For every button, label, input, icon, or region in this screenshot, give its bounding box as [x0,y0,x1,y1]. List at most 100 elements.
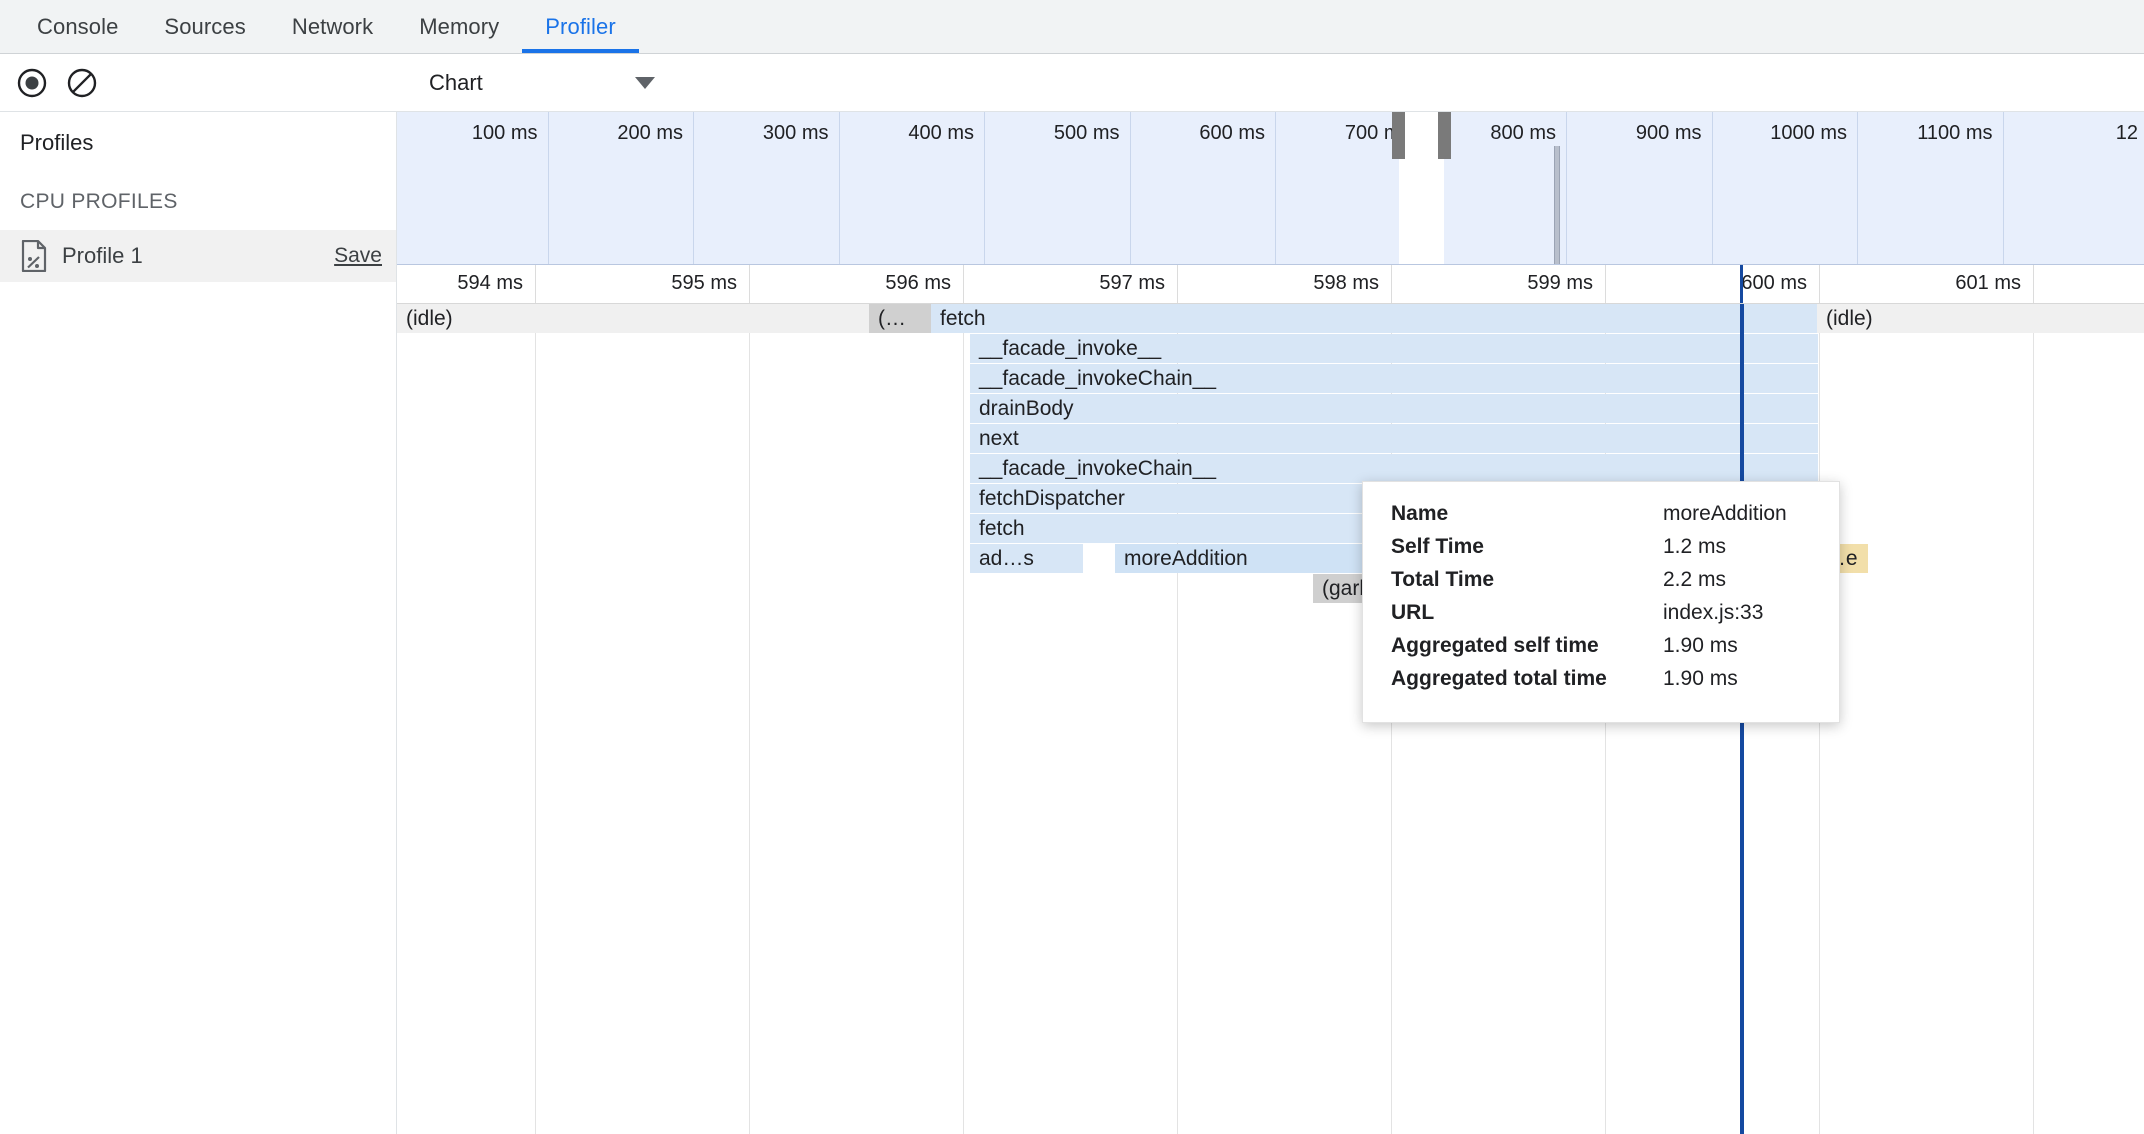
ruler-tick [1391,265,1392,303]
flame-frame[interactable]: (… [869,304,932,333]
selection-handle-right[interactable] [1438,112,1451,159]
ruler-tick-label: 598 ms [1313,272,1379,294]
selection-handle-left[interactable] [1392,112,1405,159]
overview-tick [693,112,694,264]
view-mode-value: Chart [429,69,483,95]
flame-grid-line [2033,304,2034,1134]
tooltip-row: Aggregated total time 1.90 ms [1391,667,1811,700]
sidebar-item-profile-1[interactable]: Profile 1 Save [0,230,396,282]
overview-tick [547,112,549,264]
tooltip-value: 1.90 ms [1663,634,1738,657]
overview-selection-window[interactable] [1399,112,1444,264]
profiler-main-panel: 100 ms 200 ms 300 ms 400 ms 500 ms 600 ms 700 … [397,112,2144,1134]
overview-tick-label: 300 ms [762,122,829,144]
flame-frame[interactable]: __facade_invokeChain__ [970,454,1818,483]
ruler-tick-label: 597 ms [1099,272,1165,294]
overview-tick [1711,112,1713,264]
ruler-tick-label: 600 ms [1741,272,1807,294]
flame-frame[interactable]: drainBody [970,394,1818,423]
overview-tick-label: 1000 ms [1770,122,1847,144]
sidebar-section-cpu-profiles: CPU PROFILES [20,190,178,213]
overview-tick [1566,112,1567,264]
toolbar-right-group: Chart [397,54,2144,112]
flame-grid-line [749,304,750,1134]
timeline-overview[interactable]: 100 ms 200 ms 300 ms 400 ms 500 ms 600 ms 700 … [397,112,2144,265]
clear-button[interactable] [64,65,100,101]
chevron-down-icon [635,76,655,89]
record-button[interactable] [14,65,50,101]
ruler-tick-label: 594 ms [457,272,523,294]
tooltip-row: Aggregated self time 1.90 ms [1391,634,1811,667]
tooltip-row: Self Time 1.2 ms [1391,535,1811,568]
tab-profiler-label: Profiler [545,13,616,39]
clear-icon [67,68,97,97]
overview-tick-label: 100 ms [471,122,538,144]
tab-memory-label: Memory [419,13,500,39]
ruler-tick [2033,265,2034,303]
frame-details-tooltip: Name moreAddition Self Time 1.2 ms Total… [1362,481,1840,723]
overview-cpu-spike [1554,146,1560,264]
flame-frame[interactable]: ad…s [970,544,1083,573]
overview-tick [838,112,840,264]
ruler-tick [963,265,964,303]
tooltip-value: 1.2 ms [1663,535,1727,558]
tab-sources[interactable]: Sources [141,0,268,53]
ruler-tick-label: 601 ms [1955,272,2021,294]
flame-chart[interactable]: (idle) (… fetch (idle) __facade_invoke__ __fa… [397,304,2144,1134]
profiles-sidebar: Profiles CPU PROFILES Profile 1 Save [0,112,397,1134]
tooltip-row: Name moreAddition [1391,502,1811,535]
tab-memory[interactable]: Memory [396,0,522,53]
overview-tick-label: 500 ms [1053,122,1120,144]
tooltip-row: URL index.js:33 [1391,601,1811,634]
ruler-tick [1605,265,1606,303]
ruler-tick [1819,265,1820,303]
toolbar-left-group [0,54,397,112]
view-mode-select[interactable]: Chart [415,63,667,103]
overview-tick-label: 200 ms [617,122,683,144]
sidebar-title: Profiles [20,130,94,155]
flame-frame[interactable]: (idle) [1817,304,2144,333]
overview-tick-label: 12 [2115,122,2138,144]
tooltip-key: Aggregated self time [1391,634,1599,657]
tab-sources-label: Sources [164,13,246,39]
tooltip-value: 2.2 ms [1663,568,1727,591]
flame-frame[interactable]: next [970,424,1818,453]
tooltip-key: Name [1391,502,1449,525]
record-icon [17,68,47,97]
timeline-ruler[interactable]: 594 ms 595 ms 596 ms 597 ms 598 ms 599 ms 600 … [397,265,2144,304]
tooltip-row: Total Time 2.2 ms [1391,568,1811,601]
ruler-tick-label: 596 ms [885,272,951,294]
tab-console-label: Console [37,13,119,39]
tab-console[interactable]: Console [14,0,141,53]
overview-tick [1129,112,1131,264]
flame-frame[interactable]: __facade_invoke__ [970,334,1818,363]
flame-grid-line [1177,304,1178,1134]
save-profile-link[interactable]: Save [334,244,382,267]
ruler-tick-label: 595 ms [671,272,737,294]
ruler-tick-label: 599 ms [1527,272,1593,294]
overview-tick [2002,112,2004,264]
tooltip-key: Aggregated total time [1391,667,1607,690]
tooltip-key: Total Time [1391,568,1495,591]
ruler-tick [535,265,536,303]
tab-profiler[interactable]: Profiler [522,0,639,53]
flame-grid-line [963,304,964,1134]
profiler-toolbar: Chart [0,54,2144,112]
flame-grid-line [535,304,536,1134]
overview-tick [1857,112,1858,264]
overview-tick-label: 700 ms [1344,122,1411,144]
flame-frame[interactable]: fetch [931,304,1817,333]
overview-tick [1275,112,1276,264]
tab-network[interactable]: Network [269,0,396,53]
flame-frame[interactable]: __facade_invokeChain__ [970,364,1818,393]
overview-tick-label: 900 ms [1635,122,1702,144]
overview-tick-label: 400 ms [908,122,974,144]
tooltip-value: moreAddition [1663,502,1787,525]
flame-frame[interactable]: (idle) [397,304,869,333]
devtools-tab-bar: Console Sources Network Memory Profiler [0,0,2144,54]
overview-tick-label: 1100 ms [1917,122,1993,144]
overview-tick-label: 600 ms [1199,122,1265,144]
tooltip-key: URL [1391,601,1435,624]
tooltip-key: Self Time [1391,535,1484,558]
overview-tick-label: 800 ms [1490,122,1556,144]
